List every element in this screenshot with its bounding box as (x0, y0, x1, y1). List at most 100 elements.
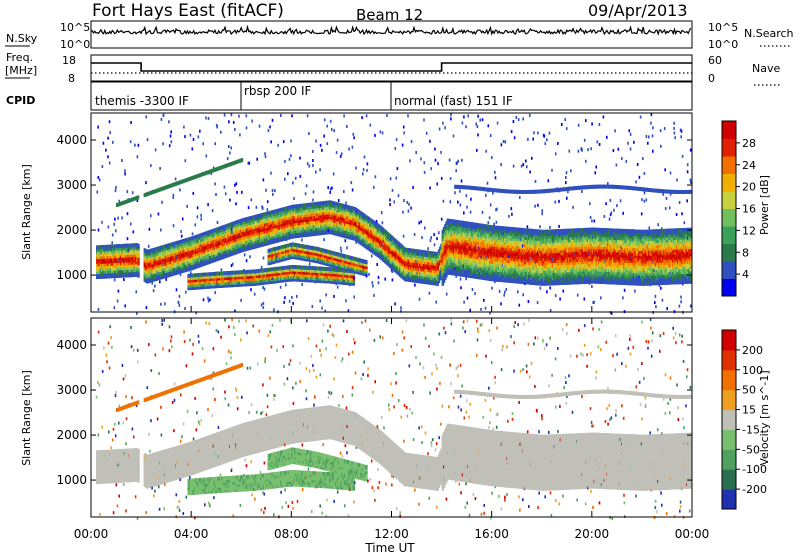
range-cell (161, 201, 163, 204)
range-cell (225, 192, 227, 195)
range-cell (390, 177, 392, 180)
range-cell (272, 193, 274, 196)
freq-panel-frame (91, 55, 692, 81)
range-cell (163, 114, 165, 117)
range-cell (301, 283, 303, 286)
range-cell (265, 189, 267, 192)
range-cell (291, 114, 293, 117)
range-cell (353, 133, 355, 136)
range-cell (352, 146, 354, 149)
range-cell (366, 275, 368, 278)
range-cell (179, 304, 181, 307)
range-cell (233, 121, 235, 124)
range-cell (389, 203, 391, 206)
range-cell (124, 304, 126, 307)
range-cell (262, 207, 264, 210)
range-cell (251, 198, 253, 201)
range-cell (403, 199, 405, 202)
range-cell (138, 144, 140, 147)
range-cell (363, 168, 365, 171)
range-cell (366, 114, 368, 117)
range-cell (374, 134, 376, 137)
range-cell (241, 158, 243, 162)
range-cell (284, 178, 286, 181)
range-cell (352, 189, 354, 192)
range-cell (393, 200, 395, 203)
range-cell (212, 209, 214, 212)
freq-trace (91, 63, 692, 71)
range-cell (134, 144, 136, 147)
range-cell (217, 221, 219, 224)
range-cell (289, 158, 291, 161)
range-cell (203, 298, 205, 301)
range-cell (267, 200, 269, 203)
range-cell (179, 188, 181, 191)
range-cell (307, 162, 309, 165)
range-cell (137, 244, 139, 248)
range-cell (343, 190, 345, 193)
range-cell (333, 129, 335, 132)
range-cell (262, 286, 264, 289)
range-cell (345, 202, 347, 205)
range-cell (333, 295, 335, 298)
range-cell (115, 189, 117, 192)
range-cell (403, 126, 405, 129)
range-cell (99, 178, 101, 181)
range-cell (197, 206, 199, 209)
range-cell (109, 162, 111, 165)
range-cell (376, 263, 378, 266)
range-cell (248, 206, 250, 209)
range-cell (130, 140, 132, 143)
range-cell (162, 142, 164, 145)
range-cell (112, 234, 114, 237)
range-cell (324, 118, 326, 121)
range-cell (145, 115, 147, 118)
range-cell (118, 290, 120, 293)
range-cell (336, 151, 338, 154)
range-cell (241, 191, 243, 194)
range-cell (230, 146, 232, 149)
range-cell (355, 167, 357, 170)
range-cell (170, 135, 172, 138)
noise-right-top-tick: 10^5 (708, 21, 738, 34)
range-cell (403, 131, 405, 134)
range-cell (378, 276, 380, 279)
cpid-segment-1: themis -3300 IF (95, 94, 189, 108)
range-cell (123, 278, 125, 281)
range-cell (392, 189, 394, 192)
range-cell (373, 294, 375, 297)
range-cell (184, 135, 186, 138)
range-cell (274, 189, 276, 192)
range-cell (117, 217, 119, 220)
range-cell (207, 203, 209, 206)
nsky-label: N.Sky (6, 32, 38, 45)
range-cell (367, 162, 369, 165)
range-cell (269, 125, 271, 128)
range-cell (290, 154, 292, 157)
range-cell (132, 191, 134, 194)
range-cell (272, 119, 274, 122)
range-cell (397, 167, 399, 170)
range-cell (236, 182, 238, 185)
range-cell (214, 291, 216, 294)
range-cell (301, 239, 303, 242)
noise-panel-frame (91, 21, 692, 48)
range-cell (353, 136, 355, 139)
power-scatter-cells (96, 113, 692, 315)
range-cell (307, 114, 309, 117)
range-cell (175, 178, 177, 181)
range-cell (249, 255, 251, 258)
range-cell (345, 299, 347, 302)
range-cell (238, 115, 240, 118)
range-cell (185, 159, 187, 162)
range-cell (309, 165, 311, 168)
range-cell (264, 152, 266, 155)
range-cell (293, 197, 295, 200)
range-cell (264, 288, 266, 291)
range-cell (398, 194, 400, 197)
range-cell (229, 199, 231, 202)
range-cell (400, 306, 402, 309)
range-cell (375, 175, 377, 178)
range-cell (136, 290, 138, 293)
range-cell (351, 181, 353, 184)
